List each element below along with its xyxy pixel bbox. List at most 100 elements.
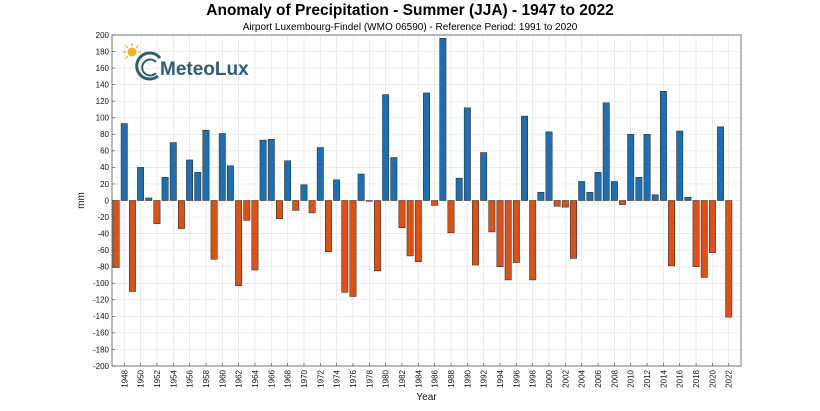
bar-2004 (578, 181, 586, 201)
bar-2011 (635, 177, 643, 201)
x-tick-label: 1966 (267, 369, 276, 387)
y-tick-label: 160 (96, 64, 110, 73)
bar-1962 (235, 200, 243, 286)
meteolux-logo: MeteoLux (123, 43, 249, 81)
bar-1957 (194, 172, 202, 201)
x-tick-label: 1958 (202, 369, 211, 387)
x-tick-label: 2002 (561, 369, 570, 387)
x-tick-label: 1980 (382, 369, 391, 387)
bar-2007 (602, 102, 610, 201)
y-tick-label: -20 (97, 213, 109, 222)
y-tick-label: 140 (96, 80, 110, 89)
bar-1997 (521, 115, 528, 201)
y-tick-label: 120 (96, 97, 110, 106)
y-tick-label: 200 (96, 31, 110, 40)
bar-2020 (708, 200, 716, 253)
bar-1976 (349, 200, 357, 297)
bar-1995 (504, 200, 512, 281)
bar-1982 (398, 200, 406, 229)
x-tick-label: 1982 (398, 369, 407, 387)
y-tick-label: -40 (97, 229, 109, 238)
bar-2003 (570, 200, 577, 259)
x-axis-ticks: 1948 1950 1952 1954 1956 1958 1960 1962 1964 1966… (120, 363, 734, 388)
bar-1958 (202, 129, 210, 201)
bar-1984 (414, 200, 422, 262)
bar-2016 (676, 130, 684, 201)
bar-2002 (561, 200, 569, 208)
bars (112, 38, 733, 318)
bar-1948 (120, 123, 128, 201)
bar-1966 (267, 139, 275, 201)
x-tick-label: 2000 (545, 369, 554, 387)
x-tick-label: 1996 (512, 369, 521, 387)
bar-1993 (488, 200, 496, 233)
bar-1963 (243, 200, 251, 221)
y-tick-label: -120 (93, 296, 110, 305)
x-tick-label: 1974 (333, 369, 342, 387)
bar-2006 (594, 172, 602, 201)
x-tick-label: 1960 (218, 369, 227, 387)
x-tick-label: 1998 (529, 369, 538, 387)
x-tick-label: 1962 (235, 369, 244, 387)
bar-1953 (161, 177, 169, 201)
plot-frame (111, 34, 742, 367)
bar-1965 (259, 139, 267, 201)
bar-2017 (684, 196, 692, 201)
x-tick-label: 1972 (316, 369, 325, 387)
x-tick-label: 1964 (251, 369, 260, 387)
y-tick-label: 180 (96, 47, 110, 56)
bar-1954 (169, 142, 177, 201)
y-tick-label: 40 (100, 163, 109, 172)
y-tick-label: 0 (105, 196, 110, 205)
x-tick-label: 2016 (676, 369, 685, 387)
y-tick-label: 60 (100, 147, 109, 156)
y-tick-label: -100 (93, 279, 110, 288)
bar-2008 (610, 181, 618, 201)
x-tick-label: 1994 (496, 369, 505, 387)
x-tick-label: 2022 (725, 369, 734, 387)
x-tick-label: 1948 (120, 369, 129, 387)
y-tick-label: -160 (93, 329, 110, 338)
bar-1978 (365, 200, 373, 202)
y-tick-label: -140 (93, 312, 110, 321)
bar-1971 (308, 200, 316, 214)
y-tick-label: 20 (100, 180, 109, 189)
bar-1950 (137, 167, 145, 201)
x-tick-label: 1984 (414, 369, 423, 387)
bar-2013 (651, 194, 659, 201)
bar-1960 (218, 133, 226, 201)
x-tick-label: 1990 (463, 369, 472, 387)
bar-1983 (406, 200, 414, 257)
y-tick-label: -60 (97, 246, 109, 255)
x-axis-label: Year (416, 392, 437, 403)
bar-1949 (128, 200, 136, 292)
bar-2019 (700, 200, 708, 278)
bar-1951 (145, 197, 153, 201)
bar-1996 (512, 200, 520, 263)
x-tick-label: 1950 (137, 369, 146, 387)
bar-1964 (251, 200, 259, 271)
bar-1955 (177, 200, 185, 229)
y-tick-label: 80 (100, 130, 109, 139)
x-tick-label: 1970 (300, 369, 309, 387)
y-tick-label: -200 (93, 362, 110, 371)
chart-title: Anomaly of Precipitation - Summer (JJA) … (206, 2, 614, 19)
x-tick-label: 1978 (365, 369, 374, 387)
x-tick-label: 2020 (708, 369, 717, 387)
x-tick-label: 1992 (480, 369, 489, 387)
bar-2015 (668, 200, 676, 267)
bar-1961 (227, 165, 234, 201)
bar-2022 (725, 200, 733, 318)
y-tick-label: 100 (96, 114, 110, 123)
x-tick-label: 1954 (169, 369, 178, 387)
bar-1994 (496, 200, 504, 267)
bar-1985 (423, 92, 430, 201)
x-tick-label: 2004 (578, 369, 587, 387)
chart-subtitle: Airport Luxembourg-Findel (WMO 06590) - … (242, 22, 578, 33)
bar-2012 (643, 134, 651, 201)
bar-1956 (186, 159, 194, 201)
bar-1999 (537, 191, 545, 201)
bar-2001 (553, 200, 561, 207)
bar-1991 (472, 200, 479, 266)
bar-2009 (619, 200, 626, 205)
